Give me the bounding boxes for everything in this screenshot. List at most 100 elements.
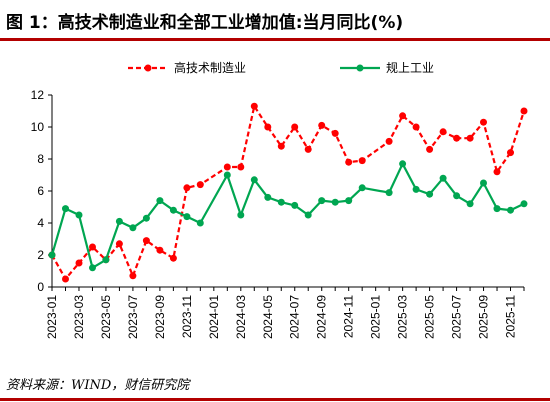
data-point — [156, 246, 164, 254]
data-point — [129, 272, 137, 280]
line-chart: 0 2 4 6 8 10 12 2023-01 2023-03 2023-05 2023-07 202… — [31, 60, 528, 339]
data-point — [412, 185, 420, 193]
data-point — [399, 112, 407, 120]
data-point — [250, 102, 258, 110]
chart-axes: 0 2 4 6 8 10 12 2023-01 2023-03 2023-05 2023-07 202… — [31, 88, 525, 339]
data-point — [169, 206, 177, 214]
data-point — [264, 123, 272, 131]
data-point — [277, 198, 285, 206]
data-point — [426, 190, 434, 198]
data-point — [142, 214, 150, 222]
legend: 高技术制造业 规上工业 — [128, 60, 434, 75]
x-tick-label: 2025-11 — [504, 295, 518, 338]
data-point — [480, 118, 487, 126]
y-tick-label: 0 — [37, 280, 44, 294]
data-point — [480, 179, 487, 187]
data-point — [250, 176, 258, 184]
data-point — [399, 160, 407, 168]
data-point — [183, 213, 191, 221]
series-line — [51, 105, 526, 281]
data-point — [264, 193, 272, 201]
data-point — [142, 237, 150, 245]
data-point — [520, 200, 528, 208]
x-tick-label: 2023-07 — [126, 295, 140, 339]
x-tick-label: 2023-03 — [72, 295, 86, 339]
y-tick-label: 8 — [37, 152, 44, 166]
data-point — [48, 251, 56, 259]
x-tick-label: 2025-03 — [396, 295, 410, 339]
data-point — [89, 264, 96, 272]
data-point — [466, 134, 474, 142]
data-point — [304, 145, 312, 153]
data-point — [156, 197, 164, 205]
data-point — [102, 256, 110, 264]
data-point — [331, 129, 339, 137]
x-tick-label: 2025-05 — [423, 295, 437, 339]
data-point — [75, 259, 83, 267]
data-point — [385, 137, 393, 145]
data-point — [493, 205, 501, 213]
data-point — [277, 142, 285, 150]
x-tick-label: 2023-01 — [45, 295, 59, 339]
data-point — [453, 192, 461, 200]
data-point — [358, 184, 366, 192]
y-tick-label: 6 — [37, 184, 44, 198]
title-bar: 图 1：高技术制造业和全部工业增加值:当月同比(%) — [0, 0, 550, 40]
y-tick-label: 4 — [37, 216, 44, 230]
data-point — [439, 128, 447, 136]
data-point — [75, 211, 83, 219]
top-rule — [0, 38, 550, 41]
y-tick-label: 2 — [37, 248, 44, 262]
x-tick-label: 2024-11 — [342, 295, 356, 338]
bottom-rule — [0, 398, 550, 401]
data-point — [318, 197, 326, 205]
data-point — [237, 163, 245, 171]
data-point — [318, 121, 326, 129]
data-point — [453, 134, 461, 142]
y-tick-label: 12 — [31, 88, 45, 102]
x-tick-label: 2024-07 — [288, 295, 302, 339]
data-point — [385, 189, 393, 197]
data-point — [291, 201, 299, 209]
data-point — [62, 275, 69, 283]
data-point — [223, 163, 231, 171]
data-point — [291, 123, 299, 131]
data-point — [62, 205, 69, 213]
data-point — [237, 211, 245, 219]
legend-item-2: 规上工业 — [340, 60, 434, 75]
data-point — [439, 174, 447, 182]
data-point — [345, 158, 353, 166]
x-tick-label: 2024-03 — [234, 295, 248, 339]
data-point — [169, 254, 177, 262]
data-point — [129, 224, 137, 232]
data-point — [520, 107, 528, 115]
figure-title: 图 1：高技术制造业和全部工业增加值:当月同比(%) — [6, 13, 404, 33]
x-tick-label: 2023-11 — [180, 295, 194, 338]
data-point — [223, 171, 231, 179]
series-line — [50, 162, 525, 269]
x-tick-label: 2024-01 — [207, 295, 221, 339]
data-point — [466, 200, 474, 208]
series-layer — [48, 102, 528, 283]
x-tick-label: 2025-07 — [450, 295, 464, 339]
y-tick-label: 10 — [31, 120, 45, 134]
data-point — [196, 181, 204, 189]
x-tick-label: 2023-05 — [99, 295, 113, 339]
data-point — [196, 219, 204, 227]
data-point — [304, 211, 312, 219]
legend-item-1: 高技术制造业 — [128, 60, 246, 75]
data-point — [507, 206, 514, 214]
data-point — [493, 168, 501, 176]
x-tick-label: 2025-09 — [477, 295, 491, 339]
data-point — [507, 149, 514, 157]
x-tick-label: 2025-01 — [369, 295, 383, 339]
x-tick-label: 2024-05 — [261, 295, 275, 339]
data-point — [358, 157, 366, 165]
data-point — [412, 123, 420, 131]
source-note: 资料来源：WIND，财信研究院 — [6, 378, 190, 393]
legend-label: 高技术制造业 — [174, 60, 246, 75]
legend-swatch-marker — [356, 64, 364, 72]
legend-swatch-marker — [144, 64, 152, 72]
data-point — [331, 198, 339, 206]
data-point — [426, 145, 434, 153]
